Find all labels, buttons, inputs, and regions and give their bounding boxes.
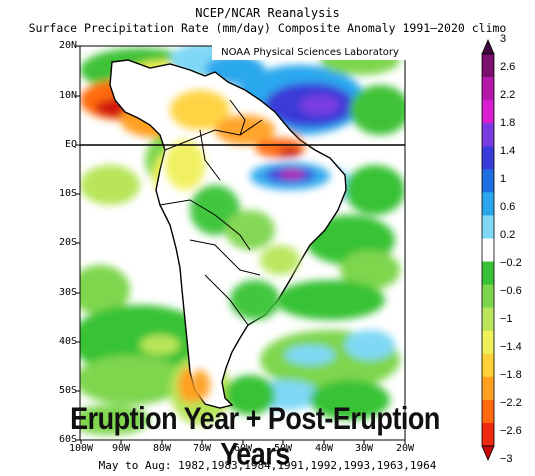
lat-label-50s: 50S bbox=[58, 385, 77, 396]
colorbar-bin bbox=[482, 422, 494, 447]
colorbar-bin bbox=[482, 284, 494, 308]
colorbar-bin bbox=[482, 77, 494, 101]
lon-label-40w: 40W bbox=[314, 443, 334, 454]
colorbar-label: −0.6 bbox=[500, 285, 522, 297]
lat-label-10s: 10S bbox=[58, 188, 77, 199]
colorbar-top-arrow bbox=[481, 38, 495, 55]
lon-label-30w: 30W bbox=[354, 443, 374, 454]
colorbar-label: 2.6 bbox=[500, 61, 516, 73]
credit-label: NOAA Physical Sciences Laboratory bbox=[212, 45, 408, 60]
lon-label-60w: 60W bbox=[233, 443, 253, 454]
colorbar-bin bbox=[482, 54, 494, 78]
colorbar-bin bbox=[482, 215, 494, 239]
colorbar-label: −1.4 bbox=[500, 341, 522, 353]
lon-label-90w: 90W bbox=[111, 443, 131, 454]
lat-label-40s: 40S bbox=[58, 336, 77, 347]
colorbar-label: −1 bbox=[500, 313, 513, 325]
lon-label-50w: 50W bbox=[273, 443, 293, 454]
colorbar-bin bbox=[482, 123, 494, 147]
lat-label-eq: EQ bbox=[64, 139, 77, 150]
colorbar-bin bbox=[482, 330, 494, 355]
lat-label-10n: 10N bbox=[58, 90, 77, 101]
lon-label-100w: 100W bbox=[68, 443, 94, 454]
lat-label-20s: 20S bbox=[58, 237, 77, 248]
colorbar-label: 1.4 bbox=[500, 145, 516, 157]
lat-label-20n: 20N bbox=[58, 40, 77, 51]
colorbar-frame bbox=[481, 53, 495, 447]
colorbar-label: 0.2 bbox=[500, 229, 516, 241]
colorbar-label: −2.2 bbox=[500, 397, 522, 409]
overlay-caption: Eruption Year + Post-Eruption Years bbox=[70, 401, 440, 472]
colorbar bbox=[481, 38, 495, 462]
colorbar-label: −2.6 bbox=[500, 425, 522, 437]
colorbar-bin bbox=[482, 192, 494, 216]
colorbar-label: 0.6 bbox=[500, 201, 516, 213]
colorbar-bin bbox=[482, 353, 494, 378]
composite-dates: May to Aug: 1982,1983,1984,1991,1992,199… bbox=[98, 459, 437, 472]
colorbar-bin bbox=[482, 376, 494, 401]
lon-label-20w: 20W bbox=[395, 443, 415, 454]
colorbar-bin bbox=[482, 169, 494, 193]
colorbar-label: −3 bbox=[500, 453, 513, 465]
lon-label-80w: 80W bbox=[152, 443, 172, 454]
colorbar-bin bbox=[482, 261, 494, 285]
colorbar-label: 1 bbox=[500, 173, 507, 185]
colorbar-bottom-arrow bbox=[481, 445, 495, 462]
colorbar-label: 3 bbox=[500, 33, 507, 45]
map-title-line2: Surface Precipitation Rate (mm/day) Comp… bbox=[28, 21, 507, 35]
lat-label-30s: 30S bbox=[58, 287, 77, 298]
axis-ticks bbox=[76, 45, 406, 444]
lon-label-70w: 70W bbox=[192, 443, 212, 454]
map-title-line1: NCEP/NCAR Reanalysis bbox=[195, 6, 340, 20]
colorbar-label: −1.8 bbox=[500, 369, 522, 381]
lat-label-60s: 60S bbox=[58, 434, 77, 445]
colorbar-bin bbox=[482, 146, 494, 170]
colorbar-bin bbox=[482, 307, 494, 332]
colorbar-label: −0.2 bbox=[500, 257, 522, 269]
anomaly-field bbox=[80, 46, 405, 440]
colorbar-bin bbox=[482, 238, 494, 262]
colorbar-bin bbox=[482, 100, 494, 124]
country-borders bbox=[159, 99, 263, 326]
colorbar-label: 1.8 bbox=[500, 117, 516, 129]
colorbar-bin bbox=[482, 399, 494, 424]
colorbar-label: 2.2 bbox=[500, 89, 516, 101]
